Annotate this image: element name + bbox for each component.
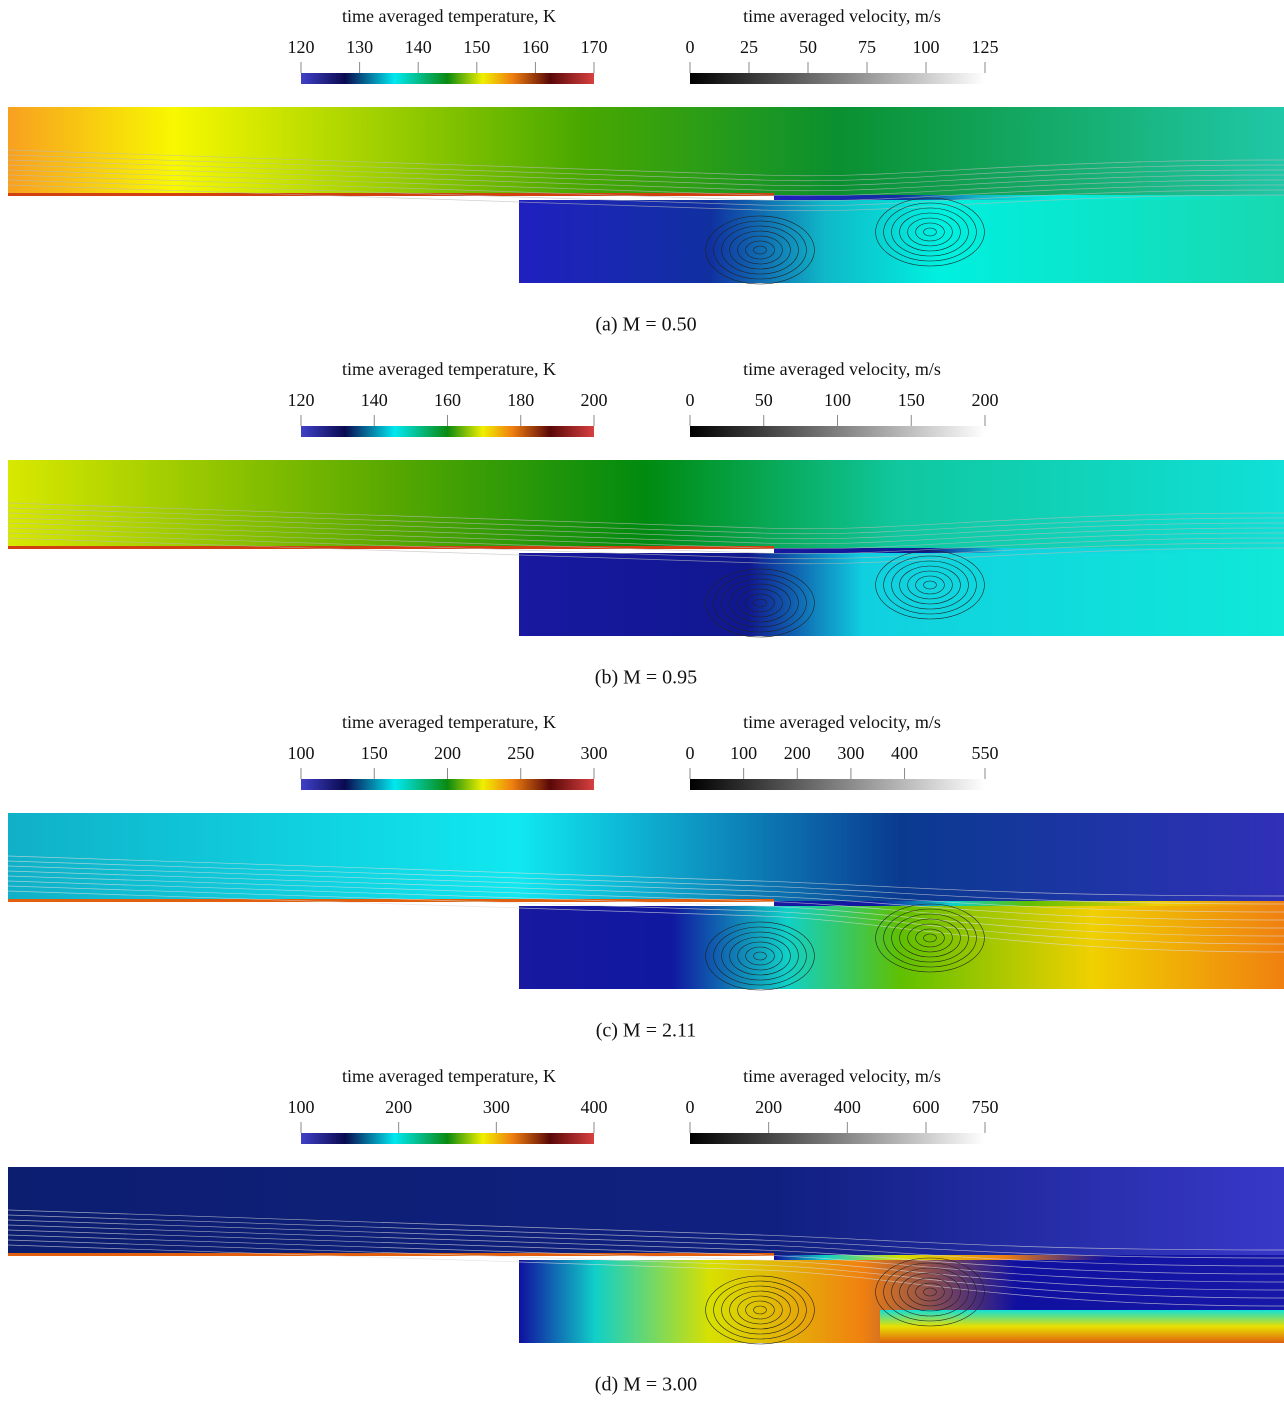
- colorbar-tick-label: 200: [784, 743, 811, 763]
- caption: (a) M = 0.50: [595, 314, 696, 336]
- colorbar-tick-label: 300: [581, 743, 608, 763]
- colorbar-title: time averaged temperature, K: [342, 6, 556, 26]
- colorbar-tick-label: 50: [799, 37, 817, 57]
- colorbar-tick-label: 250: [507, 743, 534, 763]
- cavity: [519, 553, 1284, 636]
- panel: time averaged temperature, K 120 140 160 180…: [8, 359, 1284, 688]
- colorbar-tick-label: 200: [581, 390, 608, 410]
- colorbar: [690, 1133, 985, 1144]
- colorbar-tick-label: 0: [686, 1097, 695, 1117]
- colorbar-tick-label: 200: [972, 390, 999, 410]
- colorbar-tick-label: 150: [361, 743, 388, 763]
- colorbar-tick-label: 200: [755, 1097, 782, 1117]
- colorbar-tick-label: 0: [686, 743, 695, 763]
- colorbar-tick-label: 140: [361, 390, 388, 410]
- panel: time averaged temperature, K 100 150 200 250…: [8, 712, 1284, 1041]
- step-wall: [8, 193, 774, 196]
- upper-channel: [8, 1167, 1284, 1255]
- colorbar-tick-label: 750: [972, 1097, 999, 1117]
- colorbar-title: time averaged velocity, m/s: [743, 1066, 941, 1086]
- colorbar-tick-label: 550: [972, 743, 999, 763]
- caption: (b) M = 0.95: [595, 667, 697, 689]
- colorbar-tick-label: 160: [434, 390, 461, 410]
- step-wall: [8, 899, 774, 902]
- step-wall: [8, 1253, 774, 1256]
- colorbar-tick-label: 600: [913, 1097, 940, 1117]
- colorbar: [690, 779, 985, 790]
- colorbar-tick-label: 200: [434, 743, 461, 763]
- step-wall: [8, 546, 774, 549]
- colorbar-tick-label: 160: [522, 37, 549, 57]
- colorbar-tick-label: 400: [834, 1097, 861, 1117]
- colorbar-tick-label: 125: [972, 37, 999, 57]
- colorbar-tick-label: 150: [463, 37, 490, 57]
- colorbar-title: time averaged velocity, m/s: [743, 359, 941, 379]
- colorbar: [301, 779, 594, 790]
- colorbar-tick-label: 75: [858, 37, 876, 57]
- colorbar-title: time averaged temperature, K: [342, 1066, 556, 1086]
- colorbar-tick-label: 400: [581, 1097, 608, 1117]
- figure: time averaged temperature, K 120 130 140 150…: [0, 0, 1284, 1412]
- colorbar: [301, 1133, 594, 1144]
- colorbar-tick-label: 100: [913, 37, 940, 57]
- panel: time averaged temperature, K 100 200 300 400…: [8, 1066, 1284, 1395]
- colorbar-tick-label: 100: [730, 743, 757, 763]
- colorbar: [301, 426, 594, 437]
- upper-channel: [8, 107, 1284, 195]
- colorbar-tick-label: 120: [288, 37, 315, 57]
- upper-channel: [8, 460, 1284, 548]
- colorbar: [690, 73, 985, 84]
- colorbar-tick-label: 25: [740, 37, 758, 57]
- colorbar-title: time averaged temperature, K: [342, 359, 556, 379]
- colorbar-tick-label: 0: [686, 37, 695, 57]
- colorbar-tick-label: 300: [483, 1097, 510, 1117]
- colorbar-tick-label: 100: [288, 1097, 315, 1117]
- upper-channel: [8, 813, 1284, 901]
- colorbar-tick-label: 140: [405, 37, 432, 57]
- caption: (c) M = 2.11: [596, 1020, 697, 1042]
- cavity: [519, 906, 1284, 989]
- colorbar-title: time averaged temperature, K: [342, 712, 556, 732]
- caption: (d) M = 3.00: [595, 1374, 697, 1396]
- colorbar-tick-label: 300: [837, 743, 864, 763]
- colorbar-tick-label: 100: [288, 743, 315, 763]
- colorbar-tick-label: 180: [507, 390, 534, 410]
- panel: time averaged temperature, K 120 130 140 150…: [8, 6, 1284, 335]
- colorbar-tick-label: 0: [686, 390, 695, 410]
- cavity: [519, 200, 1284, 283]
- colorbar-tick-label: 120: [288, 390, 315, 410]
- colorbar-title: time averaged velocity, m/s: [743, 712, 941, 732]
- colorbar-tick-label: 130: [346, 37, 373, 57]
- colorbar: [301, 73, 594, 84]
- colorbar-tick-label: 170: [581, 37, 608, 57]
- colorbar-tick-label: 100: [824, 390, 851, 410]
- colorbar-tick-label: 200: [385, 1097, 412, 1117]
- colorbar: [690, 426, 985, 437]
- colorbar-tick-label: 400: [891, 743, 918, 763]
- colorbar-tick-label: 50: [755, 390, 773, 410]
- colorbar-title: time averaged velocity, m/s: [743, 6, 941, 26]
- colorbar-tick-label: 150: [898, 390, 925, 410]
